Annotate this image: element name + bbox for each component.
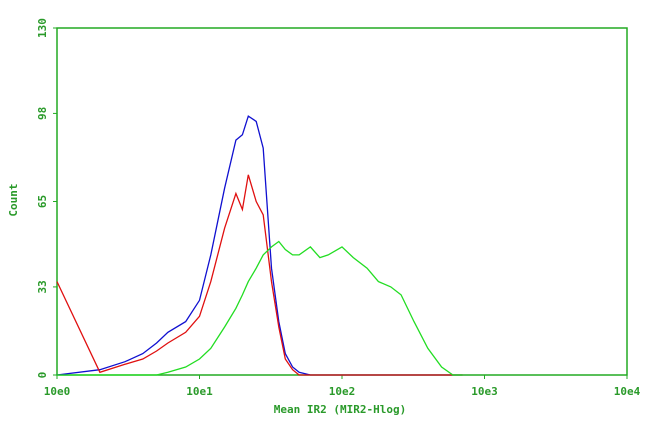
- x-tick-label: 10e0: [44, 385, 71, 398]
- x-tick-label: 10e2: [329, 385, 356, 398]
- x-tick-label: 10e1: [186, 385, 213, 398]
- series-line: [56, 115, 463, 376]
- y-tick-label: 130: [36, 18, 49, 38]
- plot-frame: [56, 27, 628, 376]
- series-line: [56, 174, 463, 376]
- y-axis-label: Count: [7, 183, 20, 216]
- y-tick-label: 98: [36, 107, 49, 120]
- y-tick-label: 65: [36, 195, 49, 208]
- x-tick-label: 10e4: [614, 385, 641, 398]
- y-tick-label: 33: [36, 280, 49, 293]
- x-axis-label: Mean IR2 (MIR2-Hlog): [274, 403, 406, 416]
- y-tick-label: 0: [36, 372, 49, 379]
- series-line: [57, 240, 463, 376]
- x-tick-label: 10e3: [471, 385, 498, 398]
